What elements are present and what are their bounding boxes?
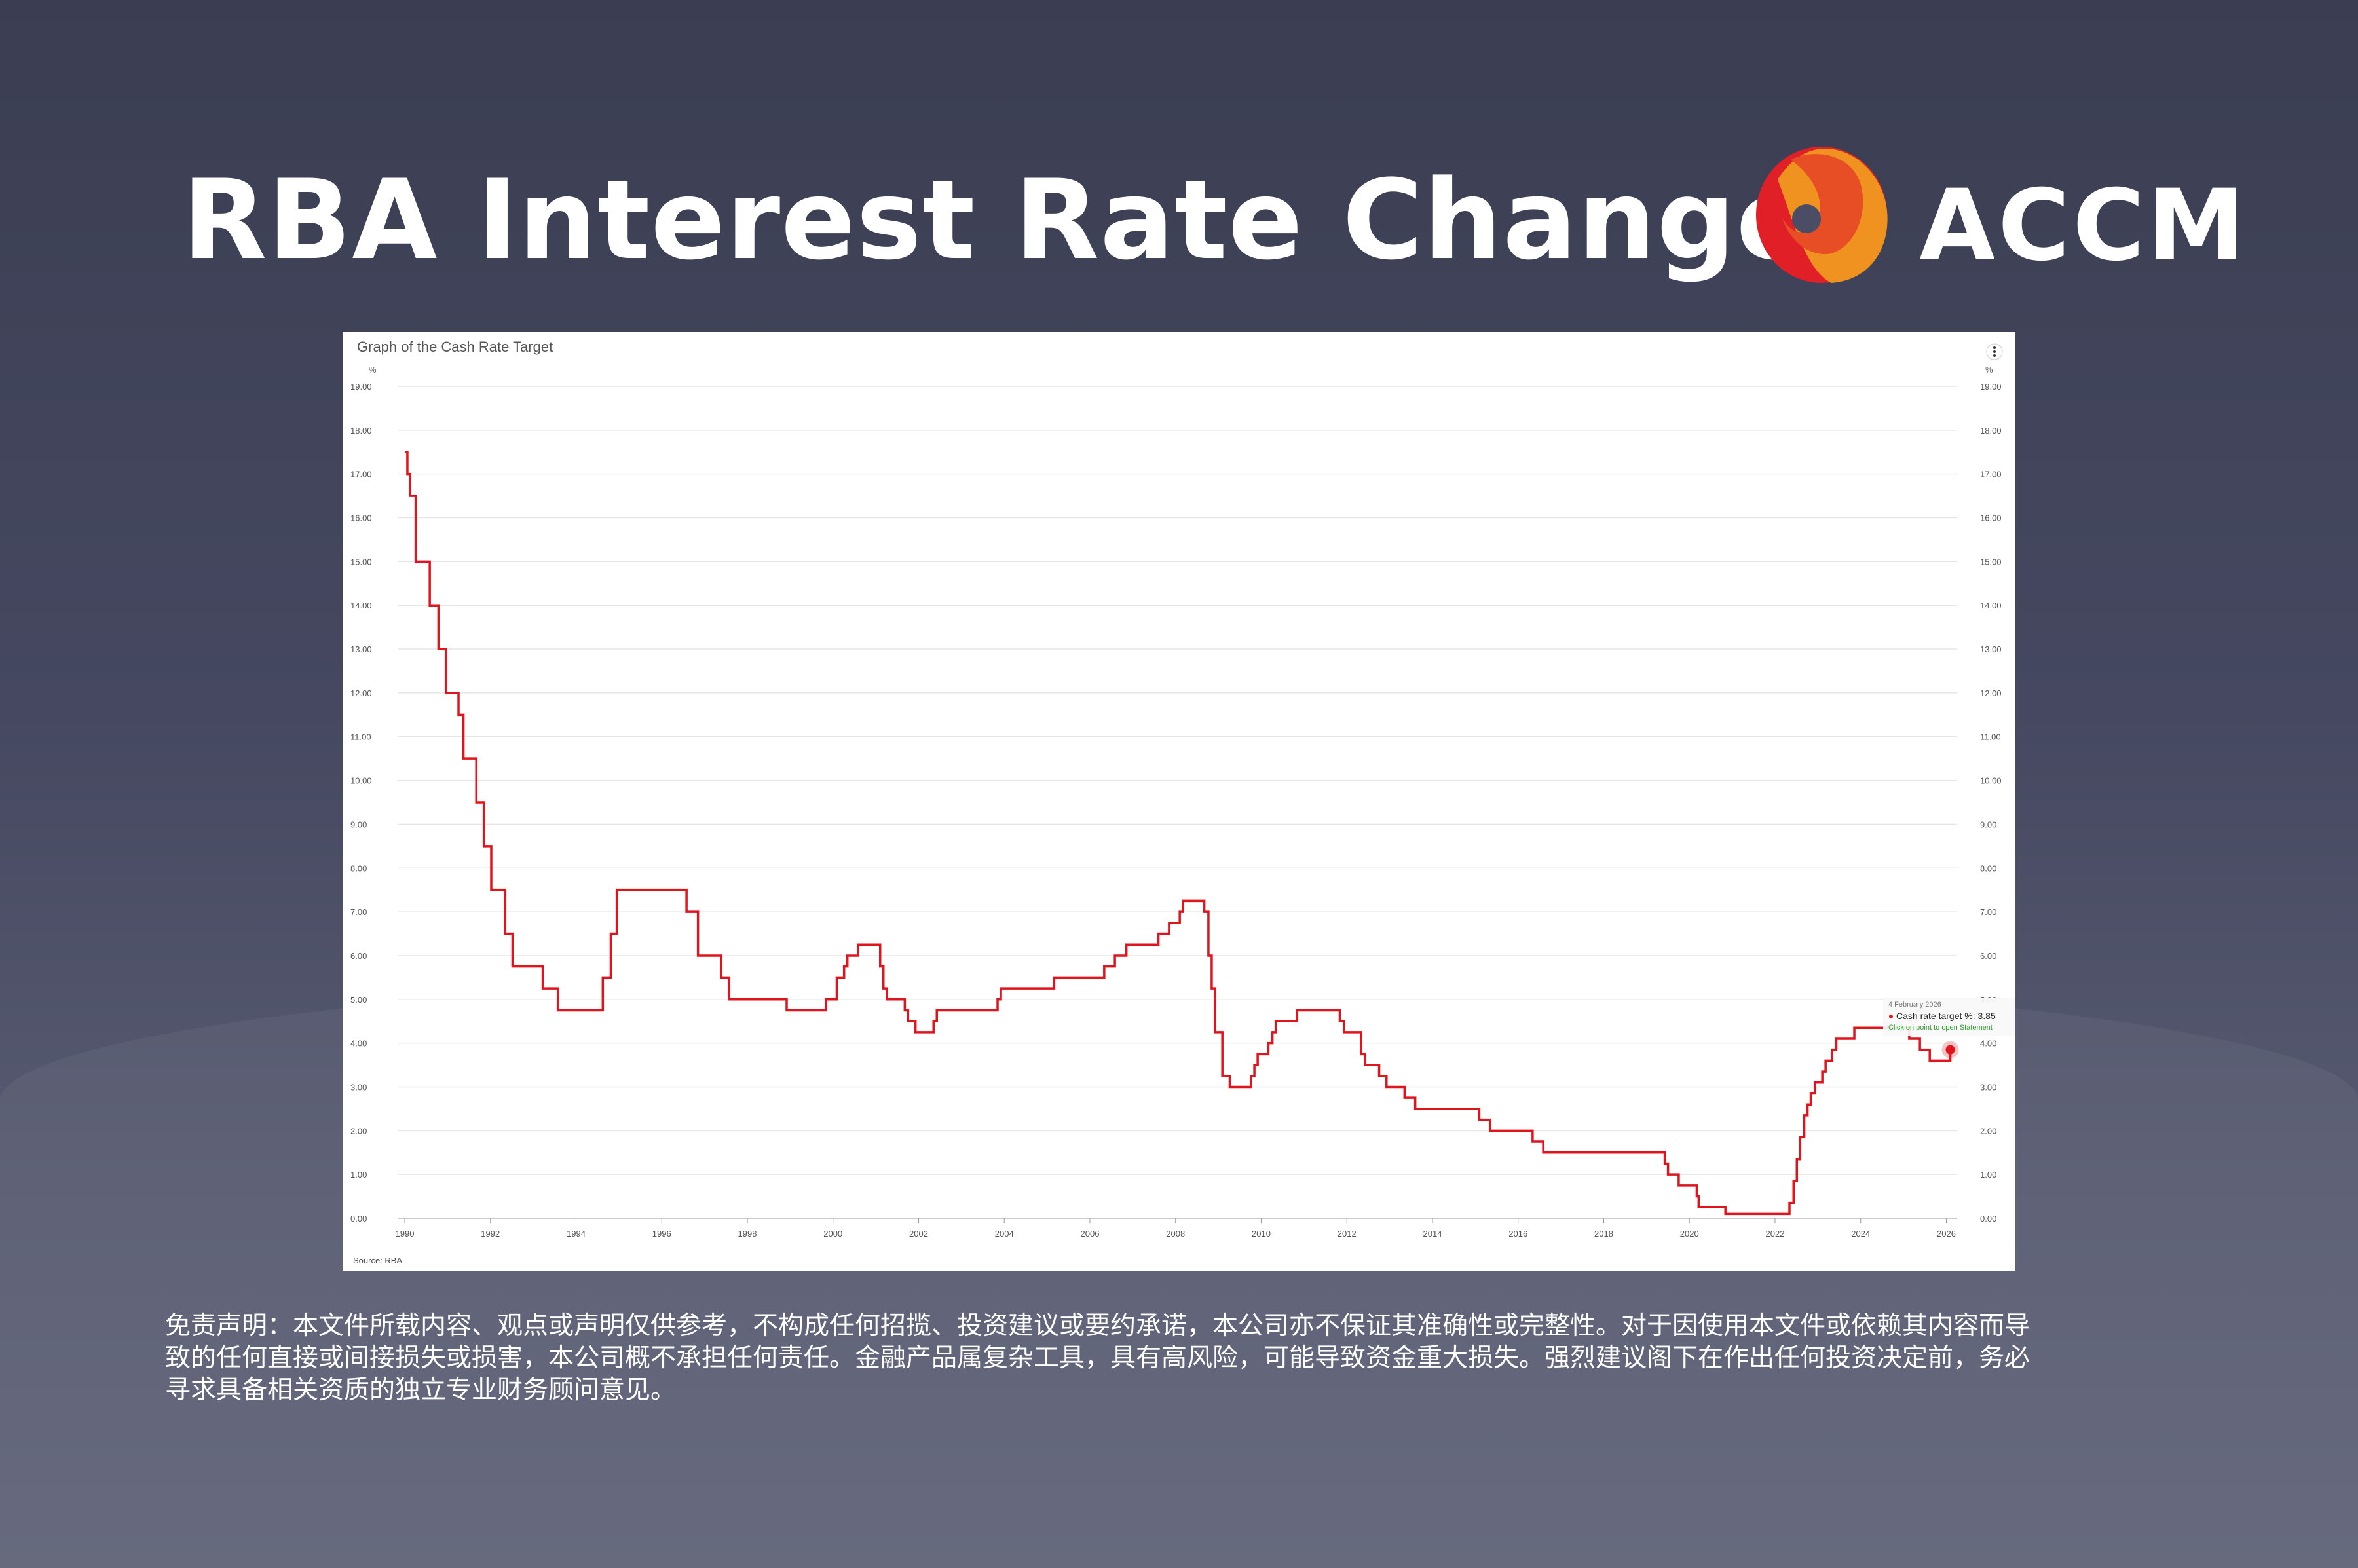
y-tick-label-left: 12.00 [350, 688, 372, 698]
y-tick-label-left: 3.00 [350, 1082, 367, 1092]
x-tick-label: 2016 [1508, 1229, 1527, 1239]
y-tick-label-right: 13.00 [1980, 644, 2002, 654]
disclaimer-line: 致的任何直接或间接损失或损害，本公司概不承担任何责任。金融产品属复杂工具，具有高… [165, 1343, 2030, 1373]
disclaimer: 免责声明：本文件所载内容、观点或声明仅供参考，不构成任何招揽、投资建议或要约承诺… [165, 1310, 2196, 1406]
y-tick-label-right: 15.00 [1980, 557, 2002, 567]
x-tick-label: 2020 [1680, 1229, 1699, 1239]
y-tick-label-left: 2.00 [350, 1126, 367, 1136]
y-tick-label-left: 8.00 [350, 863, 367, 873]
hover-point[interactable] [1945, 1045, 1955, 1055]
y-tick-label-right: 16.00 [1980, 513, 2002, 523]
y-tick-label-right: 6.00 [1980, 951, 1996, 961]
y-tick-label-left: 14.00 [350, 601, 372, 610]
x-tick-label: 2002 [909, 1229, 928, 1239]
chart-menu-button[interactable] [1986, 343, 2003, 360]
y-tick-label-right: 8.00 [1980, 863, 1996, 873]
disclaimer-line: 寻求具备相关资质的独立专业财务顾问意见。 [165, 1375, 677, 1405]
y-tick-label-left: 4.00 [350, 1039, 367, 1049]
y-tick-label-left: 10.00 [350, 776, 372, 786]
tooltip: 4 February 2026 Cash rate target %: 3.85… [1883, 998, 2015, 1036]
page-title: RBA Interest Rate Changes [182, 156, 1878, 284]
y-axis-unit-left: % [369, 365, 377, 375]
x-tick-label: 2006 [1081, 1229, 1100, 1239]
logo-text: ACCM [1919, 169, 2248, 283]
y-tick-label-right: 7.00 [1980, 907, 1996, 917]
x-tick-label: 1996 [652, 1229, 671, 1239]
menu-dots-icon [1993, 346, 1996, 349]
x-tick-label: 2026 [1937, 1229, 1956, 1239]
y-tick-label-right: 9.00 [1980, 819, 1996, 829]
y-tick-label-right: 19.00 [1980, 382, 2002, 392]
tooltip-value: Cash rate target %: 3.85 [1896, 1011, 1996, 1021]
disclaimer-line: 免责声明：本文件所载内容、观点或声明仅供参考，不构成任何招揽、投资建议或要约承诺… [165, 1311, 2030, 1341]
y-tick-label-left: 16.00 [350, 513, 372, 523]
x-tick-label: 2022 [1766, 1229, 1785, 1239]
y-tick-label-right: 10.00 [1980, 776, 2002, 786]
chart-panel: Graph of the Cash Rate Target % % Source… [343, 332, 2015, 1271]
tooltip-box [1883, 998, 2015, 1036]
x-tick-label: 1994 [567, 1229, 586, 1239]
y-tick-label-left: 1.00 [350, 1170, 367, 1180]
x-tick-label: 2024 [1851, 1229, 1870, 1239]
y-tick-label-left: 18.00 [350, 426, 372, 436]
tooltip-date: 4 February 2026 [1888, 1001, 1941, 1009]
y-tick-label-left: 6.00 [350, 951, 367, 961]
chart-source: Source: RBA [353, 1256, 402, 1265]
y-tick-label-left: 9.00 [350, 819, 367, 829]
x-tick-label: 2008 [1166, 1229, 1185, 1239]
y-tick-label-left: 7.00 [350, 907, 367, 917]
y-tick-label-left: 17.00 [350, 470, 372, 479]
chart-title: Graph of the Cash Rate Target [357, 339, 553, 355]
x-tick-label: 2000 [823, 1229, 842, 1239]
y-tick-label-right: 2.00 [1980, 1126, 1996, 1136]
x-tick-label: 2014 [1423, 1229, 1442, 1239]
y-tick-label-right: 17.00 [1980, 470, 2002, 479]
y-tick-label-right: 11.00 [1980, 732, 2001, 742]
cash-rate-chart: Graph of the Cash Rate Target % % Source… [350, 339, 2015, 1265]
x-tick-label: 2018 [1594, 1229, 1613, 1239]
x-tick-label: 1990 [396, 1229, 415, 1239]
x-tick-label: 1998 [738, 1229, 757, 1239]
y-tick-label-left: 15.00 [350, 557, 372, 567]
y-tick-label-right: 0.00 [1980, 1214, 1996, 1223]
y-tick-label-left: 0.00 [350, 1214, 367, 1223]
y-tick-label-left: 19.00 [350, 382, 372, 392]
tooltip-marker-icon [1889, 1015, 1893, 1018]
x-tick-label: 2010 [1252, 1229, 1271, 1239]
y-tick-label-right: 3.00 [1980, 1082, 1996, 1092]
y-tick-label-right: 4.00 [1980, 1039, 1996, 1049]
series-line-cash-rate [405, 451, 1952, 1216]
accm-logo-icon [1756, 147, 1888, 283]
y-tick-label-right: 12.00 [1980, 688, 2002, 698]
y-tick-label-left: 5.00 [350, 995, 367, 1005]
y-tick-label-right: 18.00 [1980, 426, 2002, 436]
y-axis-unit-right: % [1985, 365, 1993, 375]
y-tick-label-left: 11.00 [350, 732, 371, 742]
y-tick-label-left: 13.00 [350, 644, 372, 654]
x-tick-label: 2012 [1338, 1229, 1357, 1239]
x-tick-label: 2004 [995, 1229, 1014, 1239]
x-tick-label: 1992 [481, 1229, 500, 1239]
tooltip-hint: Click on point to open Statement [1888, 1024, 1993, 1032]
y-tick-label-right: 1.00 [1980, 1170, 1996, 1180]
y-tick-label-right: 14.00 [1980, 601, 2002, 610]
